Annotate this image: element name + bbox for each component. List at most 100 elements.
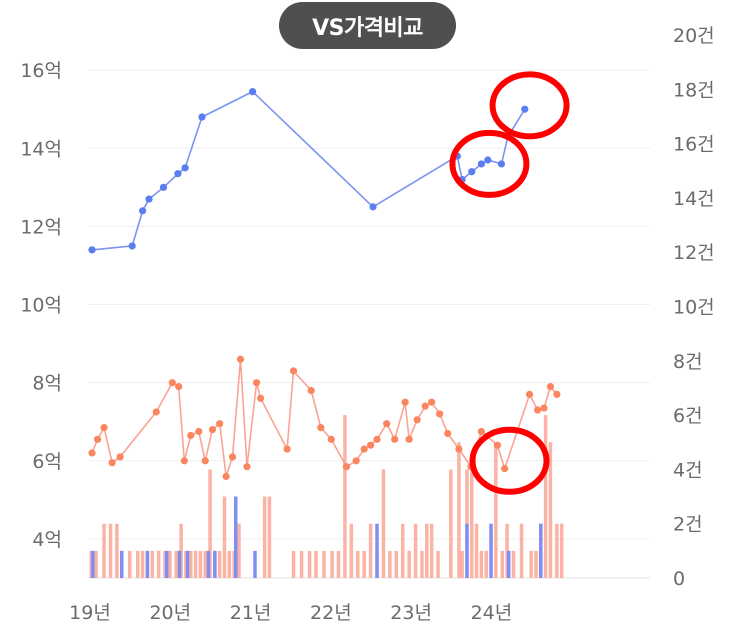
- y-axis-left: 4억 6억 8억 10억 12억 14억 16억: [20, 60, 62, 551]
- count-bar: [115, 523, 119, 578]
- price-point: [444, 429, 452, 438]
- count-bar: [91, 550, 95, 578]
- y-left-tick-label: 8억: [32, 373, 62, 395]
- y-left-tick-label: 12억: [20, 216, 62, 238]
- count-bar: [539, 523, 543, 578]
- count-bar: [343, 415, 347, 578]
- count-bar: [314, 550, 318, 578]
- count-bar: [150, 550, 154, 578]
- price-point: [307, 386, 315, 395]
- count-bar: [262, 496, 267, 578]
- count-bar: [356, 550, 360, 578]
- count-bar: [388, 550, 392, 578]
- count-bar: [206, 550, 211, 578]
- annotation-circles: [449, 71, 570, 495]
- price-point: [187, 431, 195, 440]
- count-bar: [465, 523, 469, 578]
- count-bar: [198, 550, 203, 578]
- count-bar: [529, 550, 533, 578]
- price-point: [180, 457, 188, 465]
- count-bar: [119, 550, 124, 578]
- price-point: [352, 457, 360, 465]
- price-point: [145, 195, 153, 203]
- price-point: [477, 160, 485, 168]
- count-bar: [322, 550, 326, 578]
- count-bar: [368, 523, 373, 578]
- price-compare-button[interactable]: VS가격비교: [279, 2, 456, 49]
- price-point: [94, 435, 102, 443]
- price-point: [257, 394, 265, 402]
- y-right-tick-label: 16건: [673, 134, 715, 156]
- y-right-tick-label: 20건: [673, 25, 715, 47]
- count-bar: [307, 550, 312, 578]
- count-bar: [336, 550, 341, 578]
- count-bar: [140, 550, 145, 578]
- price-point: [369, 203, 377, 211]
- price-point: [327, 435, 335, 443]
- price-point: [540, 404, 548, 412]
- count-bar: [548, 442, 553, 578]
- y-right-tick-label: 14건: [673, 188, 715, 210]
- highlight-circle: [469, 426, 550, 495]
- price-point: [428, 398, 436, 406]
- price-lines: [88, 88, 561, 481]
- price-point: [521, 105, 529, 113]
- count-bar: [400, 523, 405, 578]
- count-bar: [253, 550, 257, 578]
- count-bar: [407, 550, 411, 578]
- price-point: [152, 408, 160, 416]
- y-right-tick-label: 4건: [673, 459, 703, 481]
- price-point: [436, 410, 444, 418]
- price-point: [497, 160, 506, 168]
- price-point: [168, 379, 176, 387]
- x-tick-label: 20년: [149, 602, 191, 624]
- grid-lines: [88, 69, 650, 579]
- highlight-circle: [449, 129, 530, 198]
- x-tick-label: 21년: [230, 602, 272, 624]
- count-bar: [420, 550, 424, 578]
- count-bar: [394, 550, 399, 578]
- count-bar: [470, 469, 474, 578]
- y-right-tick-label: 2건: [673, 514, 703, 536]
- price-point: [208, 425, 217, 434]
- count-bar: [145, 550, 150, 578]
- count-bar: [185, 550, 190, 578]
- count-bar: [449, 469, 453, 578]
- count-bar: [233, 496, 238, 578]
- price-point: [342, 463, 351, 471]
- price-point: [383, 420, 391, 428]
- count-bar: [474, 523, 479, 578]
- y-right-tick-label: 6건: [673, 405, 703, 427]
- price-series-line-2: [91, 358, 558, 478]
- count-bar: [543, 415, 548, 578]
- count-bar: [519, 523, 524, 578]
- price-point: [88, 246, 96, 254]
- y-right-tick-label: 18건: [673, 79, 715, 101]
- price-point: [546, 382, 555, 391]
- count-bar: [208, 469, 212, 578]
- y-left-tick-label: 14억: [20, 138, 62, 160]
- price-point: [175, 382, 183, 391]
- price-point: [421, 402, 429, 410]
- count-bar: [559, 523, 564, 578]
- count-bar: [436, 550, 440, 578]
- x-tick-label: 24년: [471, 602, 513, 624]
- price-point: [455, 445, 463, 453]
- transaction-count-bars: [89, 415, 564, 578]
- price-point: [405, 435, 413, 443]
- y-left-tick-label: 16억: [20, 60, 62, 82]
- count-bar: [291, 550, 296, 578]
- highlight-circle: [489, 71, 570, 140]
- price-point: [243, 463, 251, 471]
- price-point: [228, 453, 237, 461]
- price-point: [484, 156, 492, 164]
- price-point: [159, 183, 168, 191]
- count-bar: [108, 523, 113, 578]
- y-right-tick-label: 0: [673, 568, 685, 590]
- count-bar: [227, 550, 232, 578]
- count-bar: [189, 550, 193, 578]
- price-point: [253, 379, 261, 387]
- count-bar: [489, 523, 493, 578]
- y-right-tick-label: 8건: [673, 351, 703, 373]
